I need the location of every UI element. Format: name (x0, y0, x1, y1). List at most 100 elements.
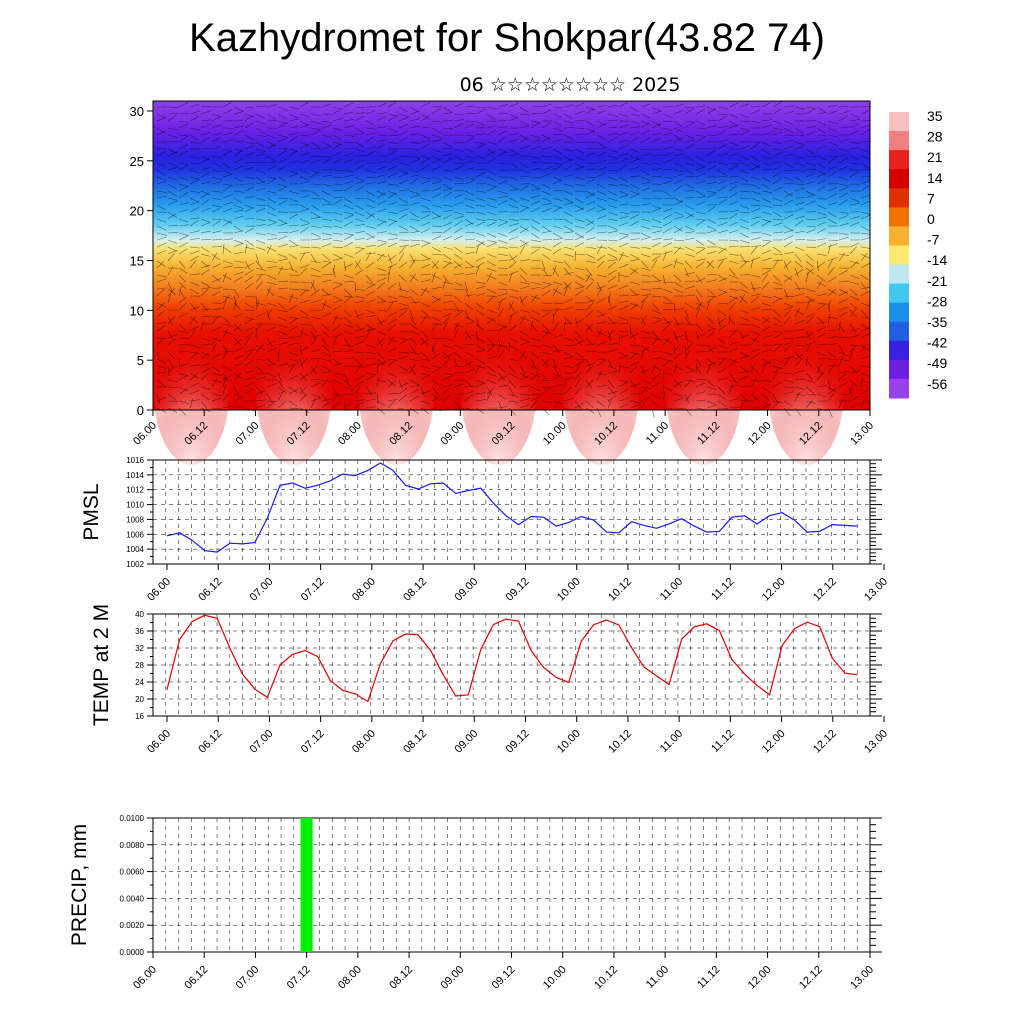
pmsl-x-tick-label: 07.12 (299, 576, 327, 604)
colorbar-label: 7 (927, 190, 935, 206)
temp-series-line (166, 614, 858, 703)
pmsl-ylabel: PMSL (80, 483, 103, 540)
warm-surface-blob (767, 315, 844, 465)
colorbar-swatch (889, 283, 909, 304)
heatmap-y-tick-label: 15 (130, 253, 144, 268)
precip-x-tick-label: 07.12 (285, 964, 313, 992)
precip-x-tick-label: 09.00 (438, 964, 466, 992)
temp-y-tick-label: 28 (135, 661, 144, 670)
temp-x-tick-label: 09.12 (504, 728, 532, 756)
colorbar-swatch (889, 321, 909, 342)
precip-x-tick-label: 06.00 (131, 964, 159, 992)
temp-x-tick-label: 08.12 (401, 728, 429, 756)
precip-x-tick-label: 13.00 (848, 964, 876, 992)
precip-x-tick-label: 08.12 (387, 964, 415, 992)
pmsl-x-tick-label: 10.12 (606, 576, 634, 604)
temp-y-tick-label: 24 (135, 678, 144, 687)
colorbar-label: 28 (927, 129, 943, 145)
colorbar-swatch (889, 359, 909, 380)
colorbar-swatch (889, 264, 909, 285)
colorbar-swatch (889, 340, 909, 361)
temp-x-tick-label: 07.12 (299, 728, 327, 756)
precip-y-tick-label: 0.0060 (120, 868, 145, 877)
temp-x-tick-label: 12.12 (811, 728, 839, 756)
precip-x-tick-label: 09.12 (490, 964, 518, 992)
pmsl-x-tick-label: 12.00 (760, 576, 788, 604)
pmsl-x-tick-label: 08.00 (350, 576, 378, 604)
temp-x-tick-label: 10.12 (606, 728, 634, 756)
colorbar-label: 35 (927, 108, 943, 124)
temp-x-tick-label: 08.00 (350, 728, 378, 756)
temp-grid (153, 614, 870, 716)
colorbar-swatch (889, 150, 909, 170)
pmsl-x-tick-label: 06.00 (145, 576, 173, 604)
precip-x-tick-label: 08.00 (336, 964, 364, 992)
colorbar-swatch (889, 169, 909, 189)
chart-subtitle: 06 ☆☆☆☆☆☆☆☆ 2025 (459, 74, 681, 96)
pmsl-x-tick-label: 10.00 (555, 576, 583, 604)
pmsl-x-tick-label: 12.12 (811, 576, 839, 604)
chart-title: Kazhydromet for Shokpar(43.82 74) (189, 16, 825, 60)
temp-x-tick-label: 11.12 (709, 728, 736, 755)
temp-y-tick-label: 36 (135, 627, 144, 636)
colorbar-label: -14 (927, 252, 947, 268)
temp-ylabel: TEMP at 2 M (90, 604, 113, 726)
colorbar-swatch (889, 207, 909, 227)
precip-ylabel: PRECIP, mm (68, 824, 91, 946)
colorbar-swatch (889, 245, 909, 266)
heatmap-x-tick-label: 09.00 (438, 420, 466, 448)
heatmap-x-tick-label: 10.00 (541, 420, 569, 448)
colorbar-swatch (889, 226, 909, 246)
pmsl-y-tick-label: 1006 (126, 530, 144, 539)
precip-y-tick-label: 0.0040 (120, 894, 145, 903)
temp-y-tick-label: 20 (135, 695, 144, 704)
warm-surface-blob (460, 315, 537, 465)
temp-y-tick-label: 16 (135, 712, 144, 721)
pmsl-y-tick-label: 1016 (126, 456, 144, 465)
heatmap-x-tick-label: 08.00 (336, 420, 364, 448)
pmsl-y-tick-label: 1012 (126, 486, 144, 495)
precip-y-tick-label: 0.0100 (120, 814, 145, 823)
temp-x-tick-label: 06.12 (196, 728, 224, 756)
precip-x-tick-label: 12.00 (746, 964, 774, 992)
pmsl-series-line (166, 462, 858, 553)
colorbar-label: -7 (927, 232, 940, 248)
colorbar-label: 14 (927, 170, 943, 186)
pmsl-y-tick-label: 1002 (126, 560, 144, 569)
temp-x-tick-label: 10.00 (555, 728, 583, 756)
precip-x-tick-label: 11.00 (644, 964, 671, 991)
heatmap-x-tick-label: 07.00 (234, 420, 262, 448)
temp-x-tick-label: 07.00 (248, 728, 276, 756)
temp-x-tick-label: 13.00 (862, 728, 890, 756)
pmsl-x-tick-label: 08.12 (401, 576, 429, 604)
colorbar-label: 0 (927, 211, 935, 227)
temp-x-tick-label: 12.00 (760, 728, 788, 756)
colorbar-label: -21 (927, 273, 947, 289)
heatmap-y-tick-label: 30 (130, 104, 144, 119)
precip-grid (153, 818, 870, 952)
pmsl-x-tick-label: 11.00 (658, 576, 685, 603)
precip-bar (300, 818, 313, 952)
pmsl-x-tick-label: 07.00 (248, 576, 276, 604)
pmsl-x-tick-label: 09.00 (452, 576, 480, 604)
heatmap-y-tick-label: 5 (137, 353, 144, 368)
temp-x-tick-label: 11.00 (658, 728, 685, 755)
temp-y-tick-label: 32 (135, 644, 144, 653)
temp-y-tick-label: 40 (135, 610, 144, 619)
colorbar-label: -56 (927, 376, 947, 392)
precip-x-tick-label: 12.12 (797, 964, 825, 992)
pmsl-y-tick-label: 1010 (126, 501, 144, 510)
heatmap-y-tick-label: 0 (137, 403, 144, 418)
colorbar-label: -35 (927, 314, 947, 330)
heatmap-x-tick-label: 12.00 (746, 420, 774, 448)
pmsl-grid (153, 460, 870, 564)
warm-surface-blob (153, 315, 230, 465)
precip-x-tick-label: 07.00 (234, 964, 262, 992)
precip-x-tick-label: 06.12 (182, 964, 210, 992)
pmsl-y-tick-label: 1008 (126, 515, 144, 524)
pmsl-y-tick-label: 1004 (126, 545, 144, 554)
temp-x-tick-label: 06.00 (145, 728, 173, 756)
heatmap-x-tick-label: 13.00 (848, 420, 876, 448)
colorbar-label: -28 (927, 293, 947, 309)
